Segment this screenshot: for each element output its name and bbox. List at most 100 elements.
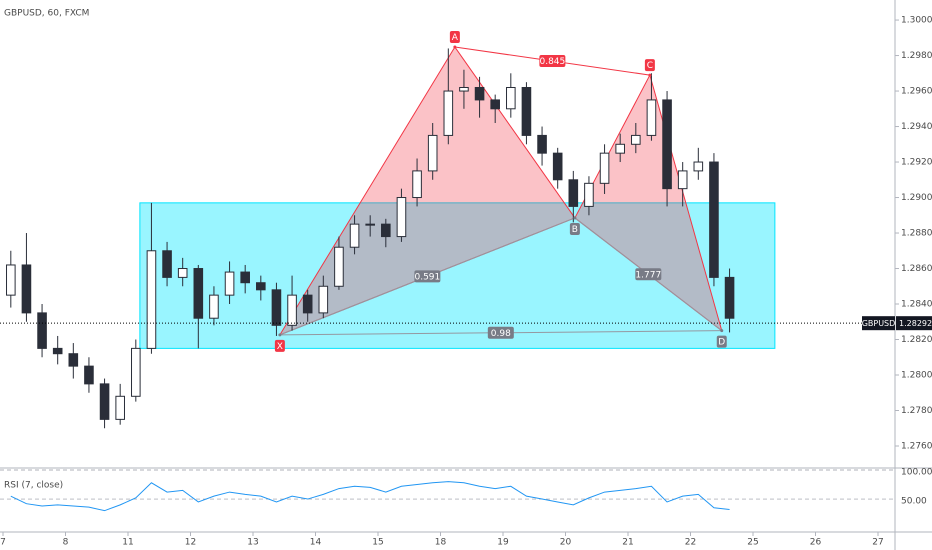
candle-body: [271, 289, 282, 326]
x-tick-label: 22: [685, 538, 696, 548]
y-tick-label: 1.28200: [901, 335, 932, 345]
point-label: B: [572, 225, 578, 235]
y-tick-label: 1.27600: [901, 441, 932, 451]
candle-body: [599, 152, 610, 184]
y-tick-label: 1.27800: [901, 406, 932, 416]
point-label-box: [569, 222, 580, 235]
candle-body: [568, 179, 579, 207]
candle-body: [240, 271, 250, 284]
candle-body: [162, 250, 172, 278]
candle-body: [318, 285, 329, 314]
candle-body: [724, 276, 735, 319]
candle-body: [615, 143, 625, 154]
candle-body: [662, 99, 672, 190]
candle-body: [506, 86, 516, 110]
point-label: X: [277, 342, 283, 352]
last-price-name: GBPUSD: [862, 319, 896, 328]
y-tick-label: 1.29000: [901, 193, 932, 203]
candle-body: [474, 86, 485, 101]
candle-body: [459, 86, 469, 92]
x-tick-label: 25: [747, 538, 758, 548]
y-tick-label: 1.28000: [901, 371, 932, 381]
candle-body: [99, 383, 110, 420]
candle-body: [302, 294, 313, 314]
point-label: C: [647, 61, 653, 71]
symbol-title: GBPUSD, 60, FXCM: [4, 9, 89, 19]
last-price-name-box: [862, 316, 895, 331]
y-tick-label: 1.28600: [901, 264, 932, 274]
y-tick-label: 1.30000: [901, 16, 932, 26]
point-label-box: [274, 339, 285, 352]
ratio-label: 0.98: [491, 329, 511, 339]
candle-body: [287, 294, 297, 326]
candle-body: [193, 268, 204, 319]
point-label-box: [644, 59, 655, 72]
pattern-point: [453, 45, 457, 49]
candle-body: [677, 170, 688, 190]
candle-body: [177, 268, 188, 278]
x-tick-label: 8: [63, 538, 69, 548]
candle-body: [381, 223, 391, 238]
candle-body: [552, 152, 563, 181]
candle-body: [646, 99, 657, 136]
candle-body: [693, 161, 704, 172]
candle-body: [443, 90, 454, 136]
candle-body: [52, 347, 63, 355]
candle-body: [224, 271, 235, 296]
pattern-point: [278, 333, 282, 337]
ratio-label: 1.777: [635, 270, 661, 280]
candle-body: [209, 294, 219, 319]
y-tick-label: 1.29200: [901, 158, 932, 168]
candle-body: [427, 134, 438, 172]
point-label-box: [449, 31, 460, 44]
candle-body: [6, 264, 16, 296]
y-tick-label: 1.29600: [901, 87, 932, 97]
y-tick-label: 1.29800: [901, 51, 932, 61]
x-tick-label: 21: [622, 538, 633, 548]
ratio-box: [635, 268, 662, 281]
candle-body: [521, 86, 532, 136]
pattern-point: [573, 216, 577, 220]
candle-body: [84, 365, 94, 385]
ratio-box: [414, 270, 441, 283]
candle-body: [537, 134, 547, 154]
x-tick-label: 18: [435, 538, 447, 548]
last-price-value: 1.28292: [899, 319, 932, 328]
candle-body: [412, 170, 422, 199]
candle-body: [68, 353, 79, 367]
rsi-tick-label: 100.00: [901, 468, 932, 478]
candle-body: [396, 197, 407, 238]
candle-body: [146, 250, 157, 349]
candle-body: [349, 223, 360, 248]
ratio-label: 0.845: [539, 57, 565, 67]
candle-body: [131, 347, 141, 397]
candle-body: [709, 161, 719, 278]
x-tick-label: 13: [247, 538, 258, 548]
candle-body: [584, 182, 594, 207]
x-tick-label: 27: [872, 538, 883, 548]
x-tick-label: 19: [497, 538, 509, 548]
x-tick-label: 12: [185, 538, 196, 548]
point-label: D: [718, 338, 725, 348]
ratio-box: [539, 55, 566, 68]
last-price-box: [896, 316, 932, 331]
x-tick-label: 11: [122, 538, 133, 548]
candle-body: [115, 395, 125, 420]
rsi-tick-label: 50.00: [901, 497, 927, 507]
x-tick-label: 26: [810, 538, 822, 548]
y-tick-label: 1.28400: [901, 300, 932, 310]
candle-body: [490, 99, 500, 110]
rsi-line: [10, 481, 730, 512]
y-tick-label: 1.28800: [901, 229, 932, 239]
candle-body: [631, 134, 641, 145]
pattern-point: [648, 73, 652, 77]
candle-body: [256, 282, 266, 291]
y-tick-label: 1.29400: [901, 122, 932, 132]
candle-body: [37, 312, 47, 349]
point-label-box: [716, 335, 727, 348]
x-tick-label: 20: [560, 538, 572, 548]
pattern-point: [720, 329, 724, 333]
rsi-title: RSI (7, close): [4, 481, 63, 491]
x-tick-label: 14: [310, 538, 322, 548]
